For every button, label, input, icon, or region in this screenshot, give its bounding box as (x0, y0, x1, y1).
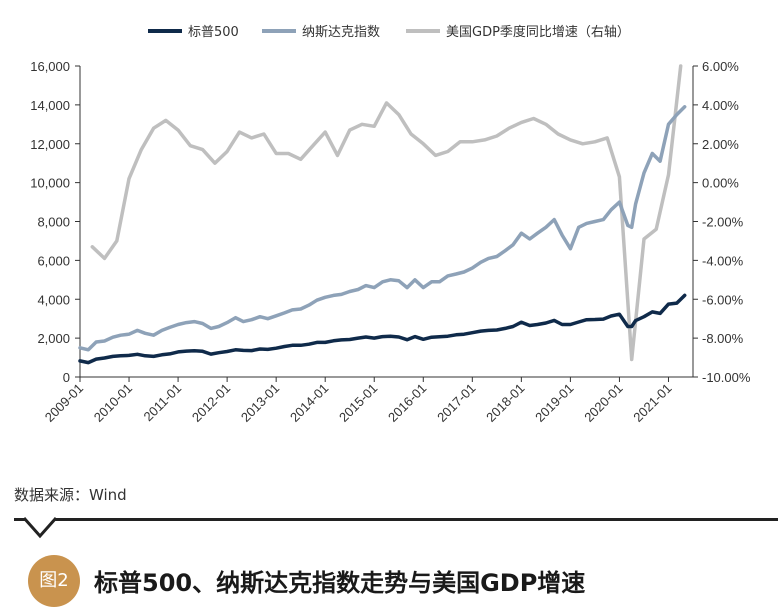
y-right-tick-label: 4.00% (702, 98, 739, 113)
y-right-tick-label: -8.00% (702, 331, 744, 346)
x-tick-label: 2020-01 (581, 381, 625, 425)
x-tick-label: 2021-01 (630, 381, 674, 425)
gdp-growth-line (90, 64, 683, 362)
x-tick-label: 2012-01 (189, 381, 233, 425)
y-right-tick-label: -2.00% (702, 215, 744, 230)
nasdaq-line (78, 105, 687, 352)
y-left-tick-label: 0 (63, 370, 70, 385)
y-left-tick-label: 10,000 (30, 176, 70, 191)
x-tick-label: 2017-01 (434, 381, 478, 425)
y-left-tick-label: 6,000 (37, 253, 70, 268)
sp500-line (78, 293, 687, 365)
figure-badge: 图2 (28, 555, 80, 607)
y-left-tick-label: 14,000 (30, 98, 70, 113)
y-right-tick-label: 6.00% (702, 59, 739, 74)
data-source-note: 数据来源：Wind (14, 486, 127, 504)
legend-gdp-label: 美国GDP季度同比增速（右轴） (446, 24, 630, 40)
y-left-tick-label: 8,000 (37, 215, 70, 230)
y-right-tick-label: -4.00% (702, 253, 744, 268)
x-tick-label: 2019-01 (532, 381, 576, 425)
x-tick-label: 2009-01 (42, 381, 86, 425)
divider-notch (22, 517, 58, 539)
y-left-tick-label: 2,000 (37, 331, 70, 346)
x-tick-label: 2014-01 (287, 381, 331, 425)
legend: 标普500 纳斯达克指数 美国GDP季度同比增速（右轴） (148, 24, 630, 40)
y-left-tick-label: 16,000 (30, 59, 70, 74)
y-right-tick-label: 0.00% (702, 176, 739, 191)
figure-caption: 标普500、纳斯达克指数走势与美国GDP增速 (94, 569, 586, 597)
y-left-tick-label: 4,000 (37, 292, 70, 307)
x-tick-label: 2016-01 (385, 381, 429, 425)
x-tick-label: 2013-01 (238, 381, 282, 425)
x-tick-label: 2018-01 (483, 381, 527, 425)
y-right-tick-label: -10.00% (702, 370, 751, 385)
y-left-tick-label: 12,000 (30, 137, 70, 152)
x-tick-label: 2010-01 (91, 381, 135, 425)
legend-sp500-label: 标普500 (188, 25, 239, 40)
legend-nasdaq-label: 纳斯达克指数 (302, 25, 380, 40)
x-tick-label: 2015-01 (336, 381, 380, 425)
plot-area (78, 64, 687, 365)
line-chart: 标普500 纳斯达克指数 美国GDP季度同比增速（右轴） 0 2,000 4,000… (30, 24, 751, 425)
y-right-tick-label: 2.00% (702, 137, 739, 152)
divider-line (14, 518, 778, 521)
y-right-tick-label: -6.00% (702, 292, 744, 307)
x-tick-label: 2011-01 (141, 381, 185, 425)
